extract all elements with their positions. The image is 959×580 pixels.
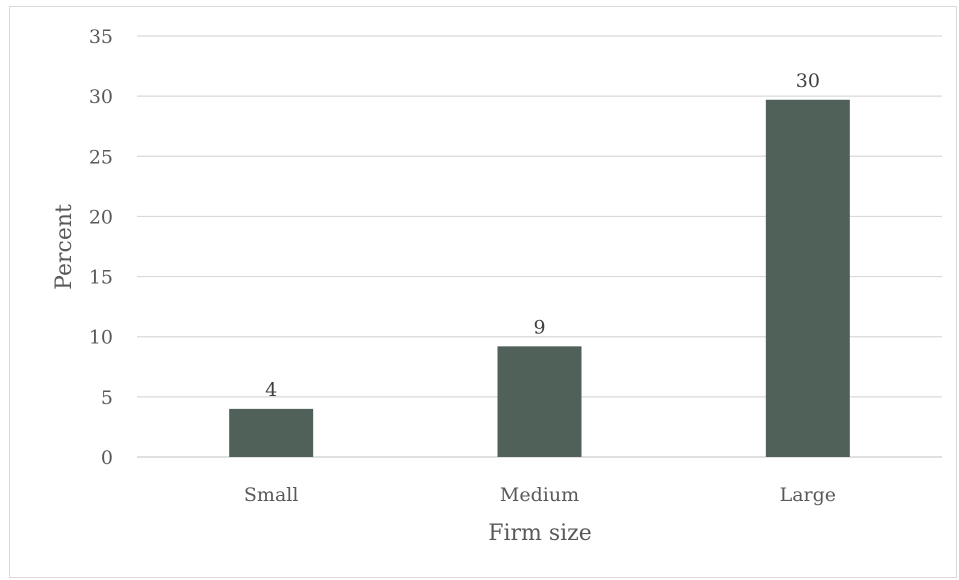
y-tick-label: 25 xyxy=(89,146,113,168)
bar-large xyxy=(765,99,850,457)
data-label-small: 4 xyxy=(265,379,277,401)
y-tick-label: 35 xyxy=(89,26,113,48)
y-tick-label: 10 xyxy=(89,327,113,349)
data-label-medium: 9 xyxy=(533,316,545,338)
y-tick-label: 20 xyxy=(89,206,113,228)
data-label-large: 30 xyxy=(796,70,820,92)
x-axis-ticks: Small Medium Large xyxy=(244,484,836,506)
bars xyxy=(229,99,850,457)
y-axis-ticks: 0 5 10 15 20 25 30 35 xyxy=(89,26,113,469)
x-tick-label-large: Large xyxy=(780,484,836,506)
data-labels: 4 9 30 xyxy=(265,70,820,401)
y-tick-label: 0 xyxy=(101,447,113,469)
y-tick-label: 15 xyxy=(89,267,113,289)
y-axis-title: Percent xyxy=(52,204,77,290)
y-tick-label: 30 xyxy=(89,86,113,108)
x-axis-title: Firm size xyxy=(488,521,592,546)
y-tick-label: 5 xyxy=(101,387,113,409)
bar-medium xyxy=(497,346,582,457)
bar-small xyxy=(229,408,314,457)
x-tick-label-small: Small xyxy=(244,484,299,506)
x-tick-label-medium: Medium xyxy=(500,484,579,506)
